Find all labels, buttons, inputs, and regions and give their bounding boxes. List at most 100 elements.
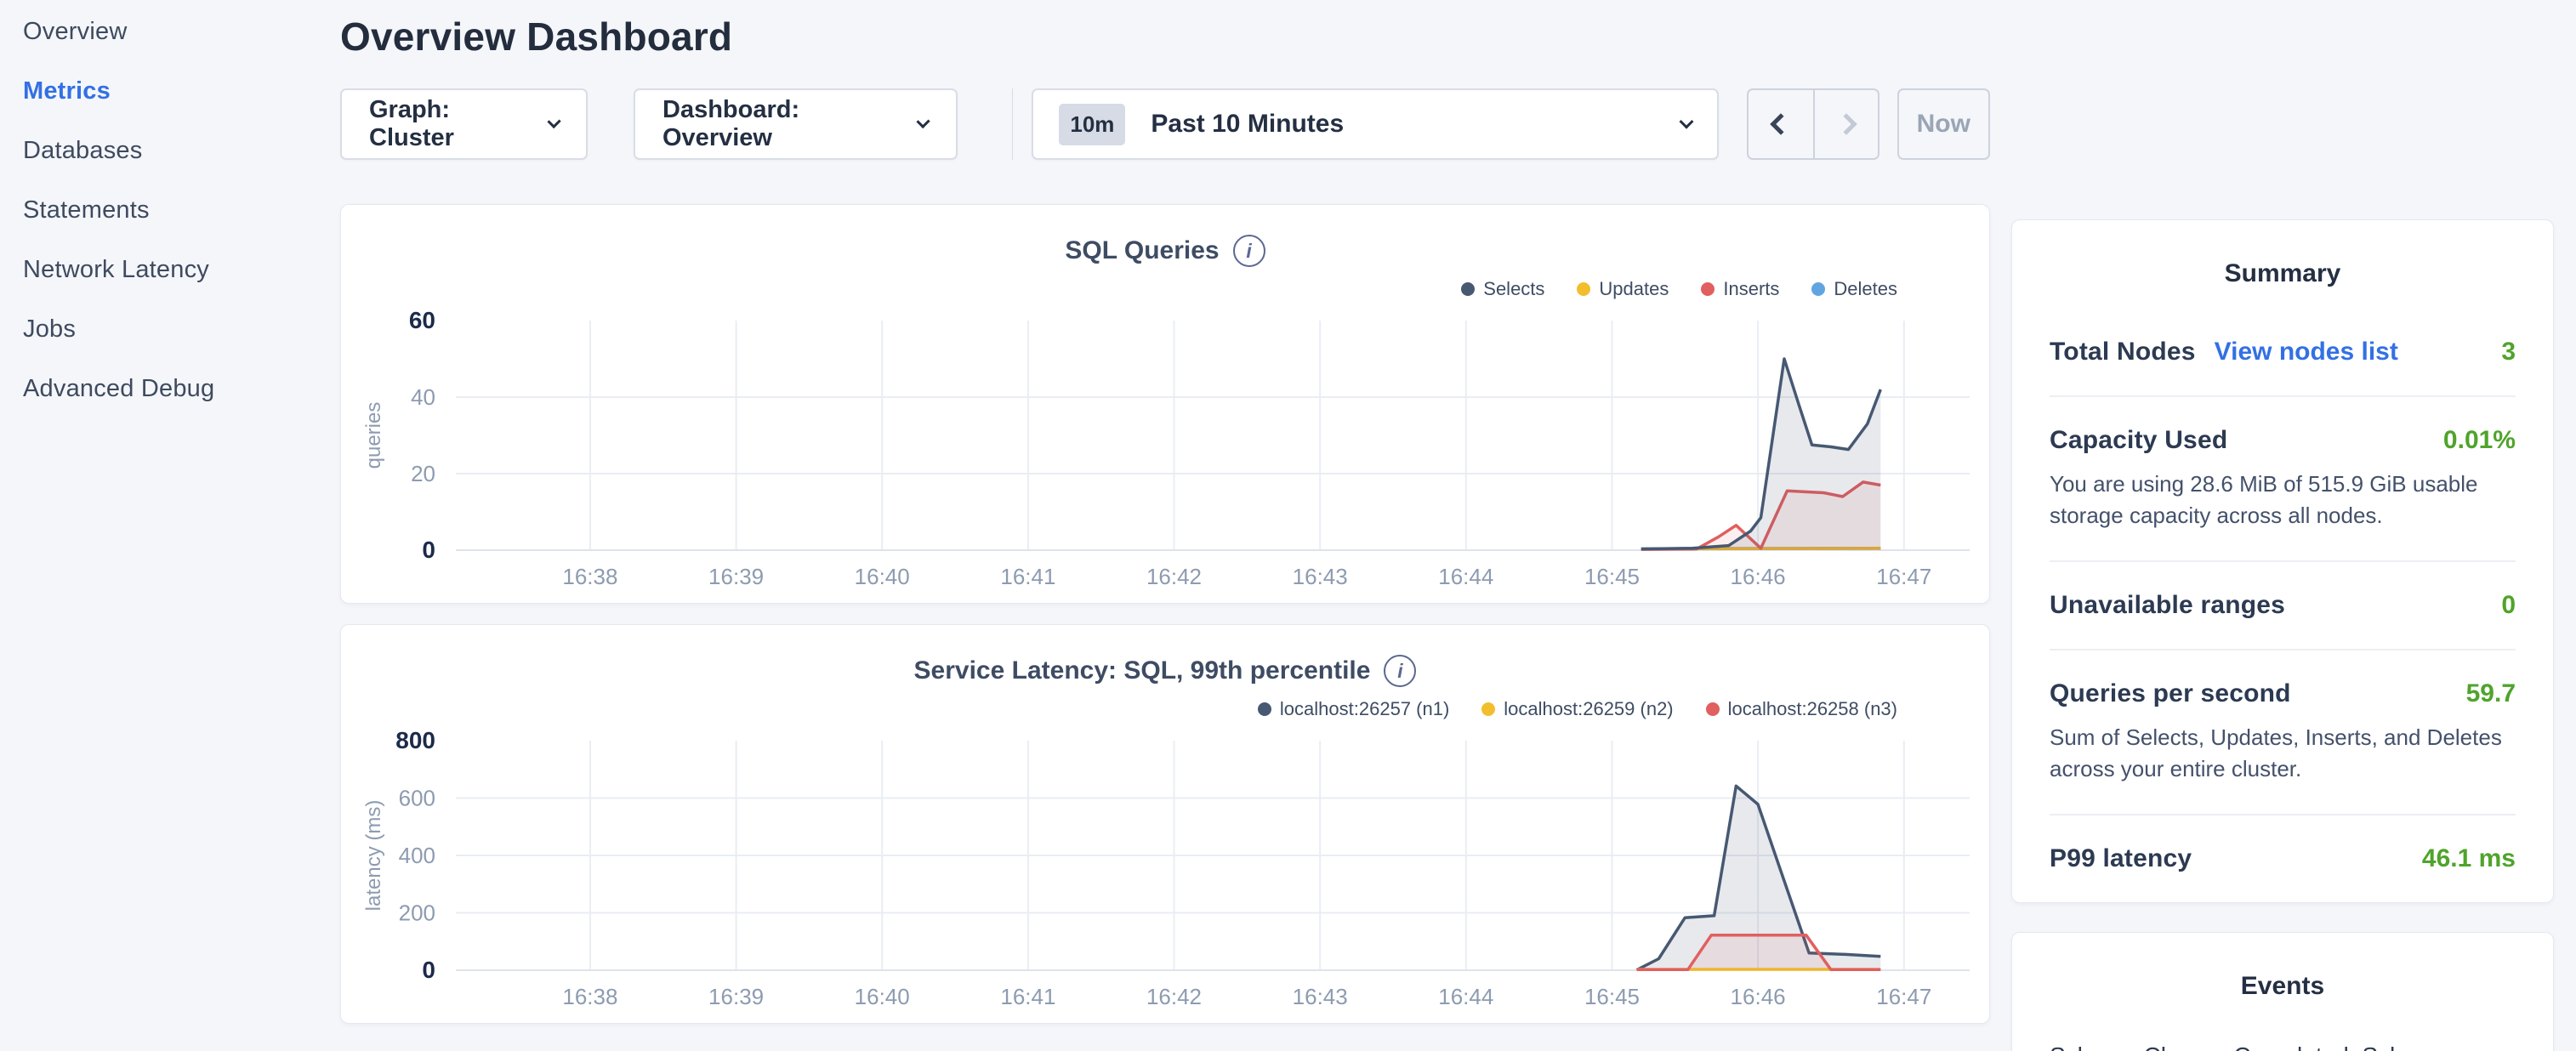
summary-row-queries-per-second: Queries per second 59.7 Sum of Selects, Up…: [2050, 649, 2516, 814]
time-forward-button[interactable]: [1813, 90, 1878, 158]
legend-dot-icon: [1706, 702, 1720, 716]
summary-label: Capacity Used: [2050, 426, 2227, 455]
svg-text:16:38: 16:38: [562, 984, 617, 1009]
svg-text:0: 0: [422, 957, 435, 983]
legend-item-localhost-26258-n3[interactable]: localhost:26258 (n3): [1706, 698, 1897, 720]
svg-text:16:47: 16:47: [1876, 984, 1931, 1009]
chevron-down-icon: [1679, 115, 1693, 129]
legend-dot-icon: [1701, 282, 1714, 296]
svg-text:16:43: 16:43: [1293, 564, 1348, 589]
legend-label: localhost:26259 (n2): [1504, 698, 1673, 720]
chart-plot[interactable]: 16:38 16:39 16:40 16:41 16:42 16:43 16:44 16:45…: [341, 305, 1989, 599]
charts-column: SQL Queries i Selects Updates Inserts Deletes…: [340, 204, 1990, 1024]
info-icon[interactable]: i: [1233, 235, 1265, 267]
summary-description: Sum of Selects, Updates, Inserts, and De…: [2050, 722, 2516, 785]
chart-title: SQL Queries: [1065, 236, 1219, 265]
sidebar-item-statements[interactable]: Statements: [0, 180, 340, 240]
svg-text:16:43: 16:43: [1293, 984, 1348, 1009]
summary-card: Summary Total NodesView nodes list3Capac…: [2011, 219, 2554, 903]
svg-text:200: 200: [399, 900, 435, 926]
chart-title: Service Latency: SQL, 99th percentile: [914, 656, 1371, 685]
summary-label: Unavailable ranges: [2050, 591, 2285, 620]
time-back-button[interactable]: [1749, 90, 1813, 158]
svg-text:latency (ms): latency (ms): [362, 800, 385, 912]
legend-item-deletes[interactable]: Deletes: [1811, 278, 1897, 300]
legend-label: localhost:26258 (n3): [1728, 698, 1897, 720]
legend-label: localhost:26257 (n1): [1280, 698, 1449, 720]
legend-item-selects[interactable]: Selects: [1461, 278, 1544, 300]
sidebar-item-metrics[interactable]: Metrics: [0, 61, 340, 121]
legend-label: Updates: [1599, 278, 1669, 300]
svg-text:16:41: 16:41: [1000, 984, 1055, 1009]
svg-text:40: 40: [411, 384, 435, 410]
chart-plot[interactable]: 16:3816:3916:4016:4116:4216:4316:4416:45…: [341, 725, 1989, 1020]
legend-item-inserts[interactable]: Inserts: [1701, 278, 1779, 300]
legend-label: Inserts: [1723, 278, 1779, 300]
summary-label: P99 latency: [2050, 844, 2192, 873]
event-item[interactable]: Schema Change Completed: Schema change w…: [2050, 1037, 2516, 1051]
summary-value: 3: [2501, 338, 2516, 366]
summary-value: 0: [2501, 591, 2516, 620]
svg-text:16:39: 16:39: [708, 564, 764, 589]
summary-label: Queries per second: [2050, 679, 2291, 708]
svg-text:queries: queries: [362, 402, 385, 469]
svg-text:16:42: 16:42: [1146, 564, 1202, 589]
legend-dot-icon: [1577, 282, 1590, 296]
events-title: Events: [2050, 933, 2516, 1001]
summary-row-capacity-used: Capacity Used0.01%You are using 28.6 MiB…: [2050, 395, 2516, 560]
now-button[interactable]: Now: [1897, 88, 1990, 160]
sidebar-item-advanced-debug[interactable]: Advanced Debug: [0, 359, 340, 418]
summary-value: 59.7: [2466, 679, 2516, 708]
toolbar-divider: [1012, 88, 1014, 160]
chevron-right-icon: [1835, 113, 1857, 134]
svg-text:16:46: 16:46: [1731, 564, 1786, 589]
events-card: Events Schema Change Completed: Schema c…: [2011, 932, 2554, 1051]
svg-text:60: 60: [409, 307, 435, 333]
sidebar-item-network-latency[interactable]: Network Latency: [0, 240, 340, 299]
chart-card-sql-queries: SQL Queries i Selects Updates Inserts Deletes…: [340, 204, 1990, 604]
legend-dot-icon: [1258, 702, 1271, 716]
info-icon[interactable]: i: [1384, 655, 1416, 687]
svg-text:16:41: 16:41: [1000, 564, 1055, 589]
legend-label: Deletes: [1834, 278, 1897, 300]
time-range-selector[interactable]: 10m Past 10 Minutes: [1032, 88, 1718, 160]
legend-dot-icon: [1481, 702, 1495, 716]
svg-text:16:44: 16:44: [1438, 564, 1493, 589]
event-message: Schema Change Completed: Schema change w…: [2050, 1037, 2516, 1051]
sidebar-item-overview[interactable]: Overview: [0, 2, 340, 61]
chart-legend: localhost:26257 (n1) localhost:26259 (n2)…: [341, 693, 1989, 725]
summary-row-p99-latency: P99 latency46.1 ms: [2050, 814, 2516, 902]
svg-text:16:44: 16:44: [1438, 984, 1493, 1009]
chevron-left-icon: [1770, 113, 1791, 134]
chevron-down-icon: [917, 115, 931, 129]
summary-title: Summary: [2050, 220, 2516, 288]
toolbar: Graph: Cluster Dashboard: Overview 10m P…: [340, 88, 1990, 160]
summary-description: You are using 28.6 MiB of 515.9 GiB usab…: [2050, 469, 2516, 531]
svg-text:400: 400: [399, 843, 435, 868]
graph-dropdown-label: Graph: Cluster: [369, 96, 531, 152]
svg-text:16:45: 16:45: [1584, 564, 1640, 589]
view-nodes-link[interactable]: View nodes list: [2215, 338, 2398, 366]
legend-dot-icon: [1461, 282, 1475, 296]
legend-item-localhost-26257-n1[interactable]: localhost:26257 (n1): [1258, 698, 1449, 720]
main-content: Overview Dashboard Graph: Cluster Dashbo…: [340, 0, 1990, 1044]
svg-text:16:47: 16:47: [1876, 564, 1931, 589]
sidebar-item-jobs[interactable]: Jobs: [0, 299, 340, 359]
svg-text:0: 0: [422, 537, 435, 563]
svg-text:16:39: 16:39: [708, 984, 764, 1009]
summary-row-unavailable-ranges: Unavailable ranges 0: [2050, 560, 2516, 649]
sidebar: OverviewMetricsDatabasesStatementsNetwor…: [0, 0, 340, 1051]
svg-text:16:38: 16:38: [562, 564, 617, 589]
page-title: Overview Dashboard: [340, 14, 1990, 60]
legend-item-localhost-26259-n2[interactable]: localhost:26259 (n2): [1481, 698, 1673, 720]
sidebar-item-databases[interactable]: Databases: [0, 121, 340, 180]
svg-text:600: 600: [399, 786, 435, 811]
svg-text:16:45: 16:45: [1584, 984, 1640, 1009]
legend-item-updates[interactable]: Updates: [1577, 278, 1669, 300]
dashboard-dropdown[interactable]: Dashboard: Overview: [634, 88, 958, 160]
svg-text:16:40: 16:40: [855, 564, 910, 589]
legend-dot-icon: [1811, 282, 1825, 296]
time-range-label: Past 10 Minutes: [1151, 110, 1344, 139]
graph-dropdown[interactable]: Graph: Cluster: [340, 88, 588, 160]
chart-title-row: SQL Queries i: [341, 232, 1989, 270]
